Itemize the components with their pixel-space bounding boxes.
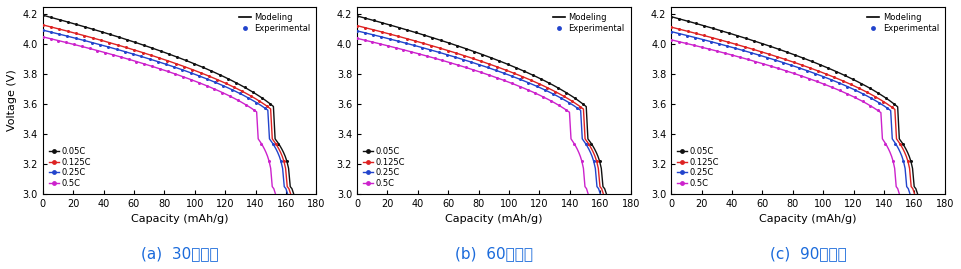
Legend: 0.05C, 0.125C, 0.25C, 0.5C: 0.05C, 0.125C, 0.25C, 0.5C (361, 145, 407, 190)
X-axis label: Capacity (mAh/g): Capacity (mAh/g) (759, 214, 857, 224)
X-axis label: Capacity (mAh/g): Capacity (mAh/g) (131, 214, 229, 224)
Legend: 0.05C, 0.125C, 0.25C, 0.5C: 0.05C, 0.125C, 0.25C, 0.5C (47, 145, 92, 190)
X-axis label: Capacity (mAh/g): Capacity (mAh/g) (445, 214, 543, 224)
Legend: 0.05C, 0.125C, 0.25C, 0.5C: 0.05C, 0.125C, 0.25C, 0.5C (676, 145, 721, 190)
Text: (c)  90사이클: (c) 90사이클 (770, 246, 847, 261)
Y-axis label: Voltage (V): Voltage (V) (7, 69, 17, 131)
Text: (b)  60사이클: (b) 60사이클 (455, 246, 532, 261)
Text: (a)  30사이클: (a) 30사이클 (140, 246, 218, 261)
